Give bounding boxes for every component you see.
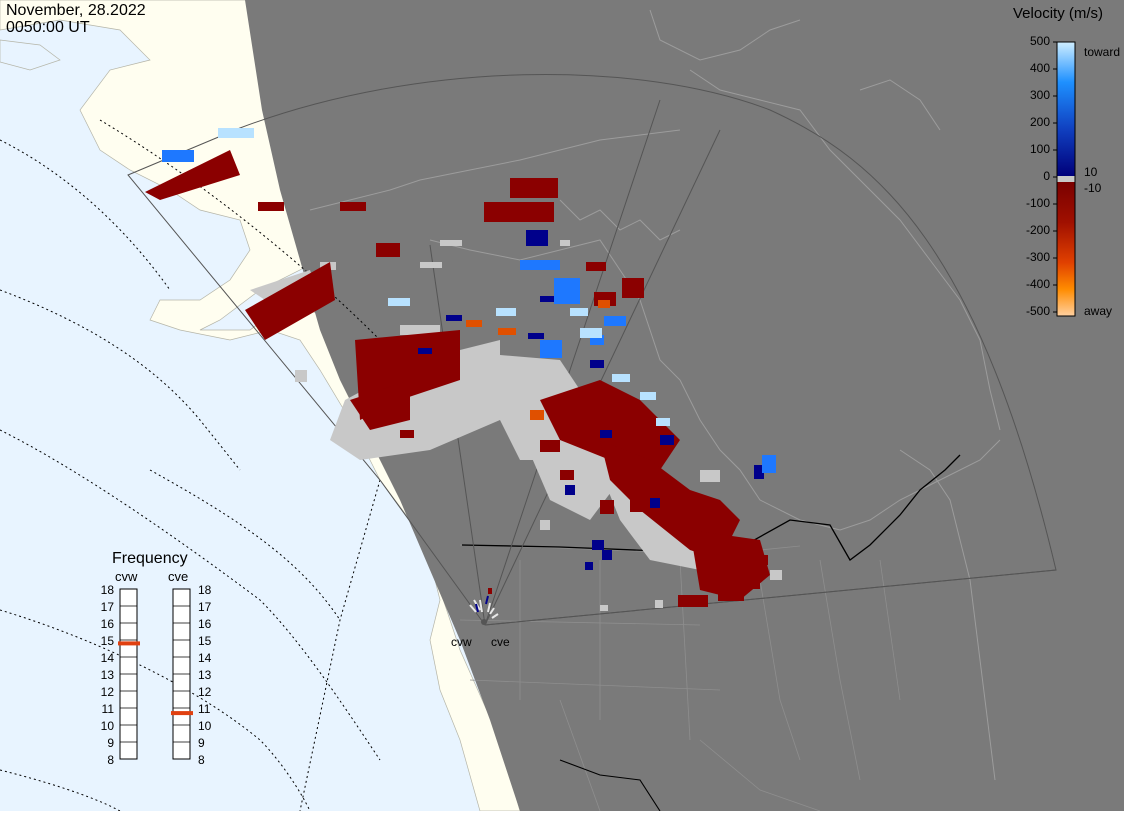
night-region	[245, 0, 1124, 811]
colorbar-tick-label: 200	[1029, 115, 1050, 129]
frequency-scale-label: 9	[198, 736, 205, 750]
frequency-scale-label: 16	[100, 617, 114, 631]
frequency-panel	[119, 588, 191, 760]
colorbar-title: Velocity (m/s)	[1013, 5, 1104, 22]
frequency-marker	[171, 711, 193, 716]
site-label: cvw	[451, 635, 472, 649]
frequency-scale-label: 17	[198, 600, 212, 614]
frequency-scale-label: 12	[198, 685, 212, 699]
frequency-scale-label: 13	[100, 668, 114, 682]
time-label: 0050:00 UT	[6, 19, 90, 36]
frequency-scale-label: 8	[198, 753, 205, 767]
frequency-scale-label: 17	[100, 600, 114, 614]
frequency-marker	[118, 641, 140, 646]
colorbar-tick-label: 100	[1029, 142, 1050, 156]
frequency-title: Frequency	[112, 550, 188, 567]
frequency-scale-label: 10	[198, 719, 212, 733]
colorbar-tick-label: -100	[1025, 196, 1050, 210]
frequency-scale-label: 11	[101, 702, 114, 716]
colorbar-tick-label: 500	[1029, 34, 1050, 48]
frequency-scale-label: 14	[100, 651, 114, 665]
velocity-colorbar	[1053, 41, 1076, 317]
frequency-markers	[118, 641, 193, 716]
frequency-scale-label: 14	[198, 651, 212, 665]
frequency-scale-label: 11	[198, 702, 211, 716]
away-label: away	[1084, 304, 1113, 318]
coastlines	[309, 9, 1001, 781]
frequency-scale-label: 13	[198, 668, 212, 682]
velocity-toward-mid	[162, 150, 776, 473]
colorbar-tick-label: -300	[1025, 250, 1050, 264]
velocity-away-mid	[466, 300, 610, 420]
colorbar-tick-label: 0	[1043, 169, 1050, 183]
frequency-radar-label: cve	[168, 569, 189, 584]
graticule	[0, 119, 381, 812]
frequency-scale-label: 9	[107, 736, 114, 750]
toward-label: toward	[1084, 45, 1121, 59]
site-marker	[481, 619, 487, 625]
velocity-toward-low	[418, 230, 764, 570]
frequency-scale-label: 12	[100, 685, 114, 699]
frequency-scale-label: 18	[198, 583, 212, 597]
mexico-border	[559, 759, 661, 812]
colorbar-tick-label: 300	[1029, 88, 1050, 102]
site-label: cve	[491, 635, 510, 649]
colorbar-tick-label: -200	[1025, 223, 1050, 237]
frequency-scale-label: 8	[107, 753, 114, 767]
frequency-radar-label: cvw	[115, 569, 138, 584]
colorbar-tick-label: 400	[1029, 61, 1050, 75]
radar-sites	[469, 595, 499, 625]
velocity-toward-high	[218, 128, 670, 426]
frequency-scale-label: 15	[100, 634, 114, 648]
date-label: November, 28.2022	[6, 2, 146, 19]
colorbar-tick-label: -400	[1025, 277, 1050, 291]
colorbar-tick-label: -500	[1025, 304, 1050, 318]
frequency-scale-label: 15	[198, 634, 212, 648]
positive-threshold-label: 10	[1084, 165, 1098, 179]
frequency-scale-label: 10	[100, 719, 114, 733]
frequency-scale-label: 18	[100, 583, 114, 597]
velocity-away	[145, 150, 770, 607]
frequency-scale-label: 16	[198, 617, 212, 631]
admin-lines	[459, 544, 901, 812]
negative-threshold-label: -10	[1084, 181, 1102, 195]
